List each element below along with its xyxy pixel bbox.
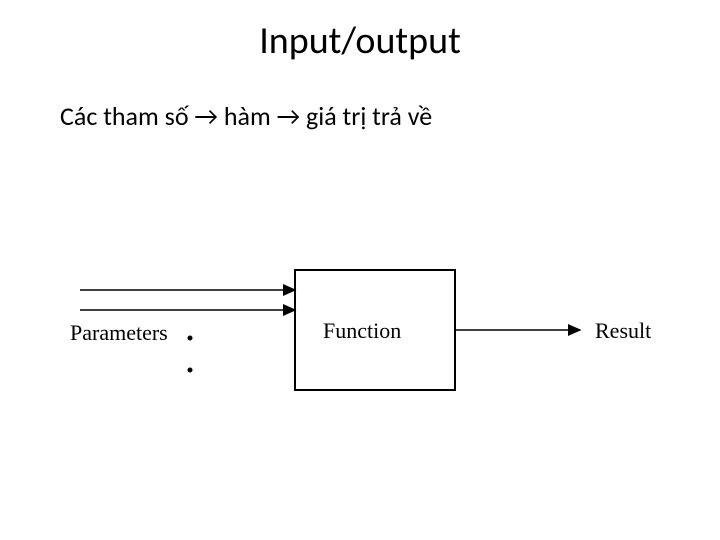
subtitle-text: Các tham số → hàm → giá trị trả về xyxy=(60,100,432,132)
result-label: Result xyxy=(595,318,651,344)
parameters-label: Parameters xyxy=(70,320,168,346)
slide: Input/output Các tham số → hàm → giá trị… xyxy=(0,0,720,540)
ellipsis-dot xyxy=(188,336,193,341)
function-diagram: Parameters Function Result xyxy=(60,260,660,440)
function-label: Function xyxy=(323,318,401,344)
page-title: Input/output xyxy=(0,18,720,64)
diagram-svg xyxy=(60,260,660,440)
ellipsis-dot xyxy=(188,368,193,373)
